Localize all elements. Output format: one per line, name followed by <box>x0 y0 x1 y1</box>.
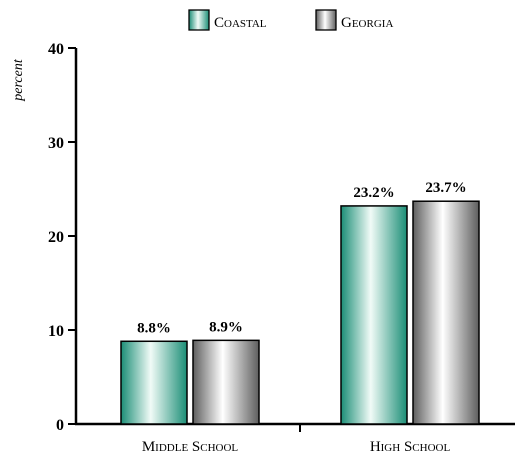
y-tick-label: 20 <box>48 229 64 246</box>
y-tick-label: 40 <box>48 41 64 58</box>
x-tick-label: High School <box>370 439 451 455</box>
legend-swatch-georgia <box>315 9 337 31</box>
y-ticks: 0 10 20 30 40 <box>48 41 76 434</box>
legend-item-georgia: Georgia <box>315 9 393 31</box>
legend: Coastal Georgia <box>188 9 393 31</box>
y-axis-label: percent <box>11 58 26 102</box>
legend-swatch-coastal <box>188 9 210 31</box>
x-tick-label: Middle School <box>142 439 239 455</box>
y-tick-label: 10 <box>48 323 64 340</box>
data-label-coastal: 23.2% <box>353 185 394 201</box>
bar-georgia <box>412 200 480 425</box>
legend-label-coastal: Coastal <box>214 15 267 31</box>
bar-coastal <box>120 340 188 425</box>
data-label-coastal: 8.8% <box>137 320 171 336</box>
data-label-georgia: 8.9% <box>209 319 243 335</box>
y-tick-label: 0 <box>56 417 64 434</box>
bar-georgia <box>192 339 260 425</box>
data-label-georgia: 23.7% <box>425 180 466 196</box>
bar-coastal <box>340 205 408 425</box>
legend-item-coastal: Coastal <box>188 9 267 31</box>
y-tick-label: 30 <box>48 135 64 152</box>
bars: 8.8% 8.9% 23.2% 23.7% <box>120 180 480 425</box>
legend-label-georgia: Georgia <box>341 15 393 31</box>
x-tick-labels: Middle School High School <box>142 439 451 455</box>
